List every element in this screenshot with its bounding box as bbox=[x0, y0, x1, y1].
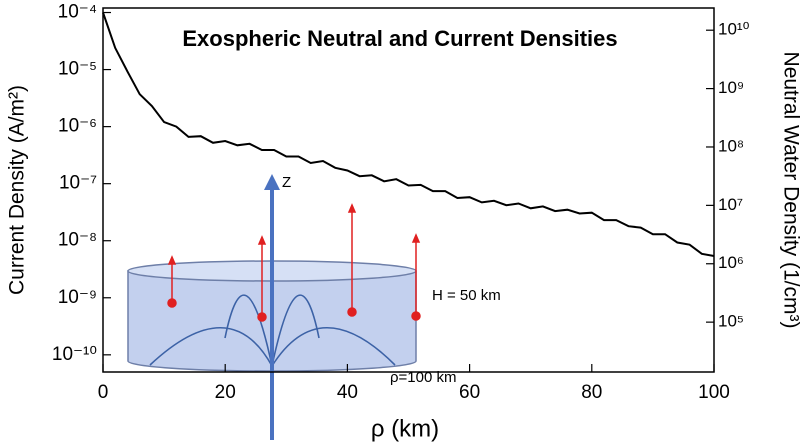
y-tick-label: 10⁻⁴ bbox=[58, 2, 97, 23]
plot-frame bbox=[102, 7, 715, 373]
y2-tick-label: 10⁵ bbox=[718, 312, 744, 331]
y-tick-label: 10⁻⁷ bbox=[59, 173, 97, 194]
x-tick-label: 80 bbox=[581, 382, 602, 403]
annotation: ρ=100 km bbox=[390, 369, 456, 386]
data-line bbox=[102, 12, 715, 257]
y2-axis-label: Neutral Water Density (1/cm³) bbox=[779, 52, 802, 329]
y2-tick-label: 10⁶ bbox=[718, 253, 744, 272]
y2-tick-label: 10¹⁰ bbox=[718, 20, 750, 39]
y-tick-label: 10⁻⁵ bbox=[58, 59, 97, 80]
y-tick-label: 10⁻⁹ bbox=[58, 287, 97, 308]
x-tick-label: 40 bbox=[337, 382, 358, 403]
x-tick-label: 20 bbox=[215, 382, 236, 403]
x-tick-label: 100 bbox=[698, 382, 730, 403]
y2-tick-label: 10⁹ bbox=[718, 78, 744, 97]
y2-tick-label: 10⁷ bbox=[718, 195, 743, 214]
y2-tick-label: 10⁸ bbox=[718, 136, 744, 155]
y-tick-label: 10⁻¹⁰ bbox=[52, 344, 97, 365]
annotation: H = 50 km bbox=[432, 287, 501, 304]
y-tick-label: 10⁻⁶ bbox=[58, 116, 97, 137]
annotation: Z bbox=[282, 174, 291, 191]
y-axis-label: Current Density (A/m²) bbox=[6, 85, 29, 295]
chart-title: Exospheric Neutral and Current Densities bbox=[182, 26, 617, 51]
x-axis-label: ρ (km) bbox=[371, 415, 439, 442]
x-tick-label: 0 bbox=[98, 382, 109, 403]
x-tick-label: 60 bbox=[459, 382, 480, 403]
inset-diagram bbox=[127, 174, 421, 440]
y-tick-label: 10⁻⁸ bbox=[58, 230, 97, 251]
